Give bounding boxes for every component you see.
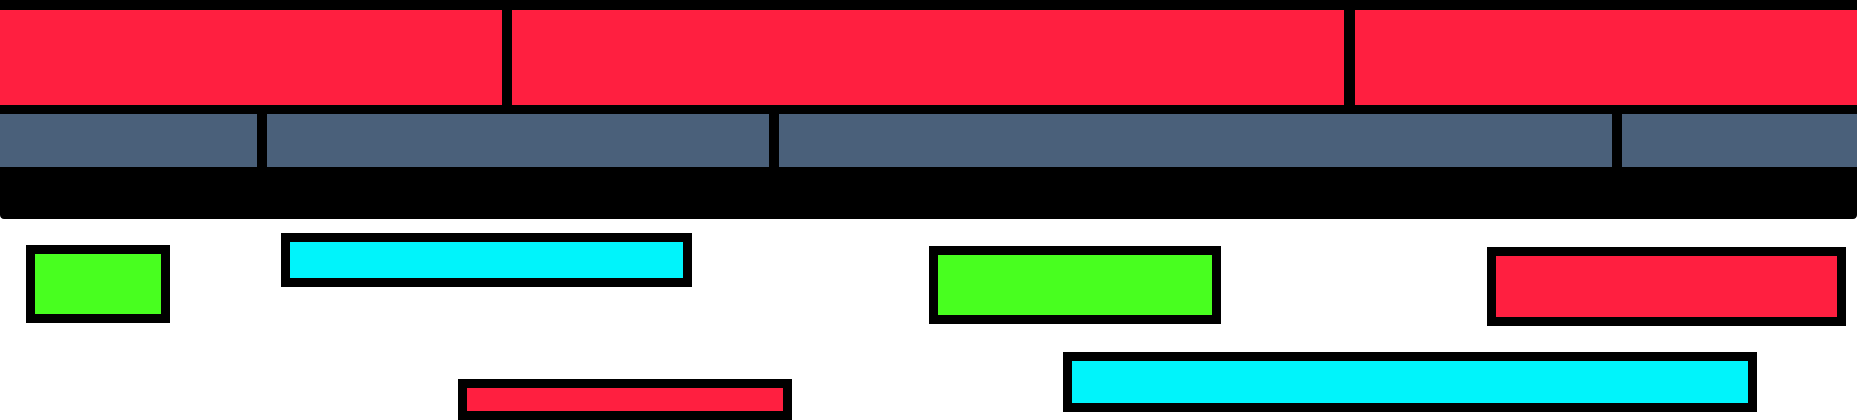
slate-segment-4 bbox=[1622, 114, 1857, 167]
cyan-bar-bottom bbox=[1063, 352, 1757, 412]
red-segment-3 bbox=[1355, 10, 1857, 105]
cyan-box-top-left bbox=[281, 233, 692, 287]
slate-segment-3 bbox=[779, 114, 1612, 167]
red-box-right bbox=[1487, 247, 1846, 326]
black-band bbox=[0, 167, 1857, 219]
green-box-small bbox=[26, 245, 170, 323]
slate-segment-2 bbox=[267, 114, 769, 167]
top-border bbox=[0, 0, 1857, 10]
green-box-center bbox=[929, 246, 1221, 324]
red-bar-bottom bbox=[458, 379, 792, 420]
slate-segment-1 bbox=[0, 114, 257, 167]
red-segment-2 bbox=[512, 10, 1344, 105]
red-segment-1 bbox=[0, 10, 502, 105]
